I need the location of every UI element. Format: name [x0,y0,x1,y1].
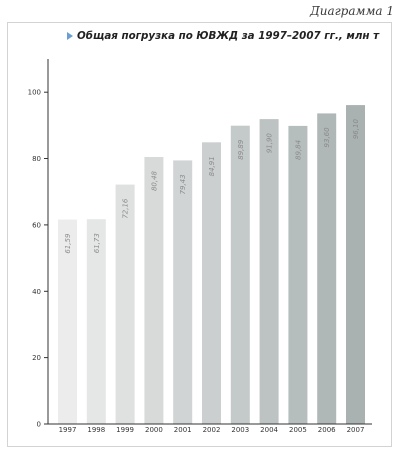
bar-2007 [346,105,365,424]
y-tick-label-100: 100 [28,89,41,97]
value-label-1998: 61,73 [93,233,101,253]
bar-1999 [115,184,135,424]
bar-1998 [86,219,106,424]
bar-2006 [317,113,337,425]
title-arrow-icon [67,32,73,40]
value-label-2007: 96,10 [352,119,360,140]
bar-2005 [288,125,308,425]
value-label-2001: 79,43 [179,174,187,194]
x-tick-label-2000: 2000 [145,426,163,434]
x-tick-label-2007: 2007 [347,426,365,434]
value-label-2005: 89,84 [294,140,302,160]
bar-2003 [230,125,250,424]
value-label-1997: 61,59 [64,233,72,254]
value-label-2004: 91,90 [266,133,274,154]
bar-1997 [58,219,77,424]
x-tick-label-2001: 2001 [174,426,192,434]
value-label-2003: 89,89 [237,139,245,160]
diagram-caption: Диаграмма 1 [309,4,394,18]
bar-2004 [259,119,279,424]
bar-2001 [173,160,193,424]
value-label-2002: 84,91 [208,156,216,176]
x-tick-label-2006: 2006 [318,426,336,434]
y-tick-label-80: 80 [32,155,41,163]
value-label-1999: 72,16 [122,198,130,219]
x-tick-label-2005: 2005 [289,426,307,434]
y-tick-label-20: 20 [32,354,41,362]
x-tick-label-1999: 1999 [116,426,134,434]
chart-title: Общая погрузка по ЮВЖД за 1997–2007 гг.,… [77,30,380,42]
x-tick-label-1997: 1997 [59,426,77,434]
value-label-2006: 93,60 [323,127,331,148]
y-tick-label-0: 0 [37,421,41,429]
chart-title-row: Общая погрузка по ЮВЖД за 1997–2007 гг.,… [67,29,379,43]
y-tick-label-60: 60 [32,221,41,229]
x-tick-label-2002: 2002 [203,426,221,434]
x-tick-label-2004: 2004 [260,426,278,434]
x-tick-label-1998: 1998 [87,426,105,434]
x-tick-label-2003: 2003 [231,426,249,434]
bar-2002 [202,142,221,425]
value-label-2000: 80,48 [150,170,158,191]
y-tick-label-40: 40 [32,288,41,296]
bar-2000 [144,157,164,424]
